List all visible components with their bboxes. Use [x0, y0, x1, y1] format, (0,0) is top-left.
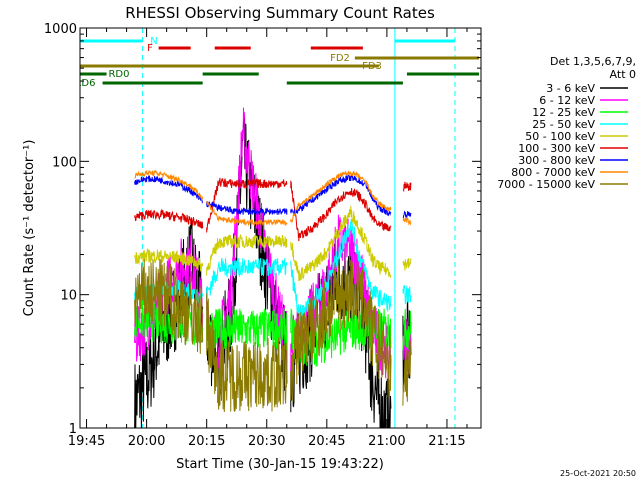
y-tick-label: 100	[52, 155, 77, 170]
series-line	[290, 170, 392, 223]
series-line	[402, 340, 412, 406]
series-line	[290, 205, 392, 282]
legend-entry-label: 800 - 7000 keV	[511, 166, 595, 179]
flag-label: RD0	[108, 69, 129, 80]
series-line	[402, 308, 412, 351]
flag-label: N	[150, 36, 157, 47]
series-line	[206, 233, 288, 276]
series-group	[134, 107, 412, 428]
series-line	[206, 201, 288, 217]
flag-label: F	[147, 43, 153, 54]
x-tick-label: 21:00	[368, 434, 405, 449]
chart-title: RHESSI Observing Summary Count Rates	[125, 4, 435, 22]
legend-entry-label: 100 - 300 keV	[518, 142, 595, 155]
series-line	[134, 258, 204, 354]
series-line	[206, 293, 288, 413]
flags-group: NF FD2 FD3 RD0 RD6	[74, 36, 479, 89]
series-line	[206, 107, 288, 369]
series-line	[206, 257, 288, 301]
y-axis: 1 10 100 1000	[44, 22, 481, 437]
series-line	[290, 259, 392, 402]
timestamp: 25-Oct-2021 20:50	[560, 469, 636, 478]
y-tick-label: 10	[60, 289, 77, 304]
series-line	[402, 210, 412, 219]
series-line	[290, 180, 392, 242]
y-tick-label: 1	[69, 422, 77, 437]
series-line	[134, 175, 204, 204]
x-tick-label: 20:30	[248, 434, 285, 449]
series-line	[402, 284, 412, 305]
series-line	[206, 177, 288, 233]
legend-header: Det 1,3,5,6,7,9,	[550, 55, 636, 68]
legend-entry-label: 300 - 800 keV	[518, 154, 595, 167]
y-axis-label: Count Rate (s⁻¹ detector⁻¹)	[22, 140, 37, 317]
flag-label: RD6	[74, 78, 95, 89]
series-line	[134, 169, 204, 201]
series-line	[134, 248, 204, 272]
x-tick-label: 20:00	[128, 434, 165, 449]
x-axis: 19:45 20:00 20:15 20:30 20:45 21:00 21:15	[68, 28, 468, 449]
series-line	[206, 200, 288, 227]
x-tick-label: 19:45	[68, 434, 105, 449]
series-line	[402, 216, 412, 226]
legend-entry-label: 6 - 12 keV	[539, 94, 595, 107]
legend-entry-label: 50 - 100 keV	[525, 130, 595, 143]
y-tick-label: 1000	[44, 22, 77, 37]
legend-entry-label: 25 - 50 keV	[532, 118, 595, 131]
legend-header: Att 0	[610, 68, 636, 81]
x-tick-label: 20:15	[188, 434, 225, 449]
series-line	[134, 208, 204, 229]
x-tick-label: 21:15	[428, 434, 465, 449]
x-axis-label: Start Time (30-Jan-15 19:43:22)	[176, 457, 384, 472]
series-line	[290, 218, 392, 322]
series-line	[290, 172, 392, 217]
series-line	[206, 308, 288, 352]
series-line	[402, 258, 412, 271]
x-tick-label: 20:45	[308, 434, 345, 449]
series-line	[402, 181, 412, 193]
flag-label: FD3	[362, 61, 382, 72]
flag-label: FD2	[330, 53, 350, 64]
legend-entry-label: 12 - 25 keV	[532, 106, 595, 119]
plot-frame	[79, 27, 482, 429]
legend-entry-label: 3 - 6 keV	[546, 82, 595, 95]
legend-entry-label: 7000 - 15000 keV	[497, 178, 595, 191]
